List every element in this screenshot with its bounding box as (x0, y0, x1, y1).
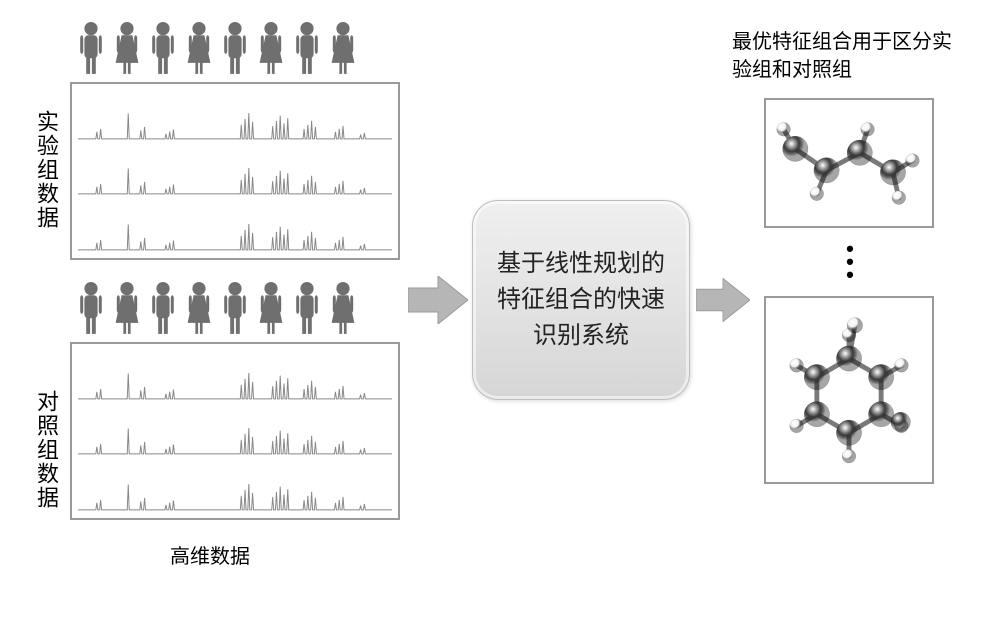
person-icon (256, 280, 286, 335)
spectra-experimental (70, 82, 400, 260)
spectrum-trace (78, 88, 392, 143)
molecule-bottom (764, 296, 934, 484)
person-icon (220, 280, 250, 335)
people-row-control (76, 280, 358, 335)
arrow-to-output (696, 278, 750, 327)
person-icon (292, 280, 322, 335)
person-icon (292, 20, 322, 75)
person-icon (184, 280, 214, 335)
spectrum-trace (78, 143, 392, 198)
label-control: 对照组数据 (30, 390, 62, 510)
molecule-top (764, 98, 934, 228)
person-icon (328, 280, 358, 335)
arrow-to-center (408, 276, 468, 329)
spectrum-trace (78, 459, 392, 514)
person-icon (76, 20, 106, 75)
person-icon (112, 20, 142, 75)
caption-high-dim: 高维数据 (170, 540, 250, 569)
person-icon (256, 20, 286, 75)
person-icon (148, 20, 178, 75)
center-system-box: 基于线性规划的特征组合的快速识别系统 (472, 200, 690, 400)
ellipsis-vertical: ••• (840, 242, 860, 282)
person-icon (184, 20, 214, 75)
people-row-experimental (76, 20, 358, 75)
pipeline-diagram: 实验组数据 对照组数据 (30, 20, 970, 607)
spectrum-trace (78, 348, 392, 403)
person-icon (148, 280, 178, 335)
label-experimental: 实验组数据 (30, 110, 62, 230)
caption-output: 最优特征组合用于区分实验组和对照组 (732, 28, 962, 84)
spectra-control (70, 342, 400, 520)
person-icon (112, 280, 142, 335)
person-icon (220, 20, 250, 75)
center-text: 基于线性规划的特征组合的快速识别系统 (491, 246, 671, 354)
person-icon (328, 20, 358, 75)
spectrum-trace (78, 199, 392, 254)
person-icon (76, 280, 106, 335)
spectrum-trace (78, 403, 392, 458)
